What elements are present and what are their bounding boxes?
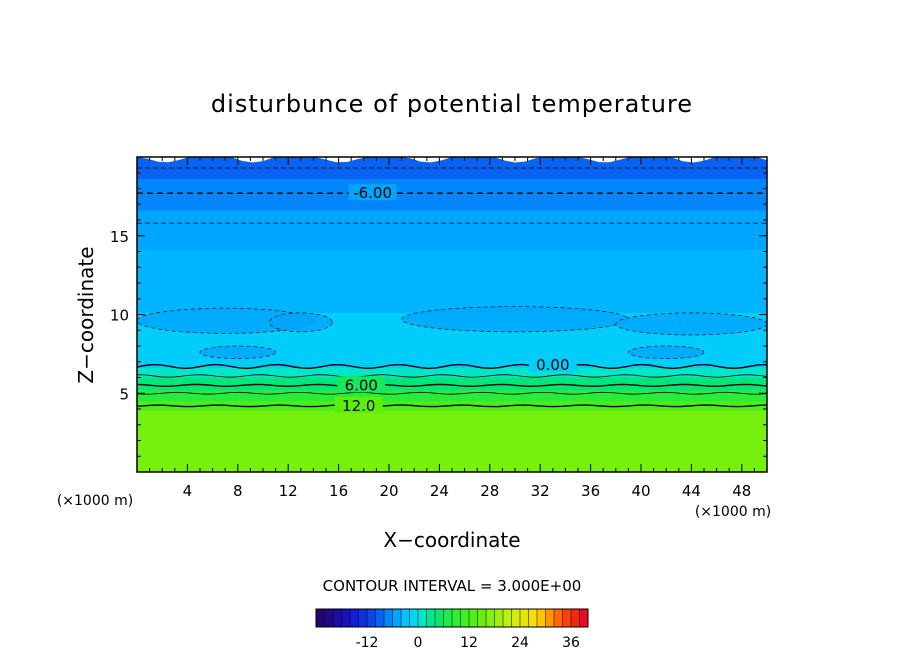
colorbar-swatch — [503, 609, 512, 627]
contour-interval: CONTOUR INTERVAL = 3.000E+00 — [323, 577, 582, 595]
x-tick-label: 20 — [379, 482, 398, 500]
colorbar-tick-label: 0 — [414, 635, 423, 651]
contour-line — [136, 363, 768, 370]
x-tick-label: 40 — [631, 482, 650, 500]
x-tick-label: 48 — [732, 482, 751, 500]
y-tick-label: 5 — [119, 385, 129, 403]
colorbar-swatch — [435, 609, 444, 627]
x-axis-ticks: 4 8 12 16 20 24 28 32 36 40 44 48 — [149, 157, 755, 500]
colorbar-tick-label: 24 — [511, 635, 529, 651]
contour-labels: -6.00 0.00 6.00 12.0 — [334, 184, 577, 415]
colorbar-swatch — [545, 609, 555, 627]
colorbar-swatch — [316, 609, 325, 627]
colorbar-swatch — [401, 609, 410, 627]
field-band — [137, 403, 767, 472]
colorbar-swatch — [324, 609, 334, 627]
colorbar-swatch — [333, 609, 342, 627]
field-band — [137, 238, 767, 313]
colorbar-tick-label: -12 — [356, 635, 379, 651]
colorbar-swatch — [341, 609, 351, 627]
colorbar-swatch — [460, 609, 470, 627]
anomaly-patch — [615, 312, 768, 336]
colorbar-frame — [315, 608, 589, 628]
anomaly-patch — [199, 345, 276, 360]
contour-label: -6.00 — [353, 184, 392, 202]
colorbar-swatch — [520, 609, 529, 627]
colorbar-swatch — [358, 609, 368, 627]
colorbar-swatch — [443, 609, 453, 627]
colorbar-swatch — [375, 609, 385, 627]
x-tick-label: 36 — [581, 482, 600, 500]
y-tick-label: 10 — [110, 307, 129, 325]
contour-line — [136, 404, 768, 408]
colorbar-swatch — [477, 609, 487, 627]
anomaly-patch — [268, 312, 333, 333]
colorbar-swatch — [367, 609, 376, 627]
colorbar-swatch — [426, 609, 436, 627]
colorbar-swatch — [384, 609, 393, 627]
colorbar-swatch — [469, 609, 478, 627]
colorbar-swatch — [571, 609, 580, 627]
colorbar-swatch — [418, 609, 427, 627]
contour-label-bg — [528, 355, 577, 372]
colorbar-swatch — [392, 609, 402, 627]
x-unit-left: (×1000 m) — [57, 493, 133, 509]
x-unit-right: (×1000 m) — [695, 504, 771, 520]
field-bands — [137, 157, 767, 472]
colorbar-swatch — [409, 609, 419, 627]
colorbar-swatch — [350, 609, 359, 627]
colorbar-swatch — [562, 609, 572, 627]
x-axis-label: X−coordinate — [383, 528, 520, 552]
x-tick-label: 16 — [329, 482, 348, 500]
contour-line — [136, 374, 768, 378]
contour-label-bg — [334, 396, 383, 413]
x-tick-label: 4 — [183, 482, 193, 500]
contour-label: 6.00 — [345, 376, 378, 394]
chart-title: disturbunce of potential temperature — [211, 90, 693, 118]
colorbar-swatch — [528, 609, 538, 627]
colorbar-swatch — [511, 609, 521, 627]
upper-anomalies — [136, 306, 768, 360]
x-tick-label: 44 — [682, 482, 701, 500]
contour-label: 0.00 — [536, 356, 569, 374]
field-band — [137, 198, 767, 250]
colorbar-tick-label: 12 — [460, 635, 478, 651]
x-tick-label: 8 — [233, 482, 243, 500]
colorbar-swatch — [452, 609, 461, 627]
contour-line — [136, 391, 768, 395]
colorbar-tick-label: 36 — [562, 635, 580, 651]
colorbar-tick-labels: -12 0 12 24 36 — [356, 635, 580, 651]
contour-label: 12.0 — [342, 397, 375, 415]
y-axis-ticks: 5 10 15 — [110, 172, 767, 457]
x-tick-label: 32 — [531, 482, 550, 500]
colorbar-swatch — [494, 609, 504, 627]
y-axis-label: Z−coordinate — [74, 246, 98, 383]
x-tick-label: 28 — [480, 482, 499, 500]
colorbar — [315, 608, 589, 628]
x-tick-label: 12 — [279, 482, 298, 500]
colorbar-swatch — [537, 609, 546, 627]
colorbar-swatch — [554, 609, 563, 627]
colorbar-swatch — [486, 609, 495, 627]
contour-lines — [136, 167, 768, 408]
y-tick-label: 15 — [110, 228, 129, 246]
anomaly-patch — [401, 306, 629, 333]
contour-label-bg — [337, 376, 386, 393]
x-tick-label: 24 — [430, 482, 449, 500]
contour-label-bg — [348, 184, 397, 201]
colorbar-swatch — [579, 609, 589, 627]
contour-line — [136, 383, 768, 388]
anomaly-patch — [628, 345, 705, 360]
